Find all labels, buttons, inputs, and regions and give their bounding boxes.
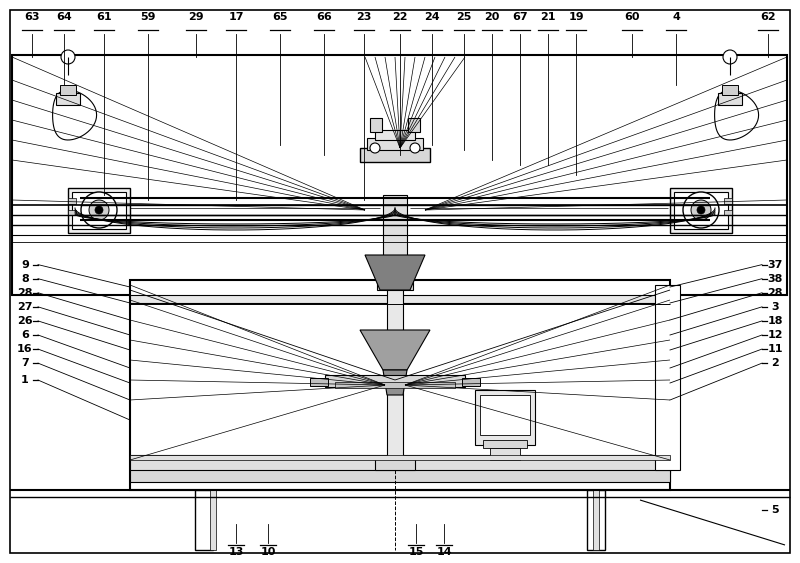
Text: 9: 9 <box>21 260 29 270</box>
Text: 63: 63 <box>24 12 40 22</box>
Bar <box>724 198 732 204</box>
Bar <box>130 455 670 460</box>
Bar <box>674 192 728 229</box>
Bar <box>383 195 407 285</box>
Bar <box>12 55 787 295</box>
Circle shape <box>95 206 103 214</box>
Text: 64: 64 <box>56 12 72 22</box>
Text: 13: 13 <box>228 547 244 557</box>
Polygon shape <box>360 330 430 370</box>
Circle shape <box>410 143 420 153</box>
Bar <box>475 390 535 445</box>
Text: 25: 25 <box>456 12 472 22</box>
Text: 1: 1 <box>21 375 29 385</box>
Text: 16: 16 <box>17 344 33 354</box>
Bar <box>68 188 130 233</box>
Text: 21: 21 <box>540 12 556 22</box>
Bar <box>483 440 527 448</box>
Text: 3: 3 <box>771 302 779 312</box>
Bar <box>722 85 738 95</box>
Bar <box>335 382 455 388</box>
Text: 18: 18 <box>767 316 782 326</box>
Text: 38: 38 <box>767 274 782 284</box>
Text: 23: 23 <box>356 12 372 22</box>
Text: 67: 67 <box>512 12 528 22</box>
Bar <box>587 490 605 550</box>
Bar <box>670 188 732 233</box>
Bar <box>60 85 76 95</box>
Polygon shape <box>714 90 758 140</box>
Bar <box>408 118 420 132</box>
Circle shape <box>697 206 705 214</box>
Circle shape <box>691 200 711 220</box>
Bar <box>195 490 213 550</box>
Bar <box>210 490 216 550</box>
Text: 14: 14 <box>436 547 452 557</box>
Bar <box>462 378 480 386</box>
Bar <box>367 138 423 150</box>
Circle shape <box>370 143 380 153</box>
Polygon shape <box>53 90 97 140</box>
Bar <box>377 270 413 290</box>
Text: 28: 28 <box>18 288 33 298</box>
Bar <box>593 490 599 550</box>
Bar <box>130 280 670 490</box>
Circle shape <box>89 200 109 220</box>
Text: 4: 4 <box>672 12 680 22</box>
Text: 62: 62 <box>760 12 776 22</box>
Bar <box>375 456 415 470</box>
Bar <box>56 93 80 105</box>
Text: 29: 29 <box>188 12 204 22</box>
Text: 20: 20 <box>484 12 500 22</box>
Circle shape <box>683 192 719 228</box>
Text: 26: 26 <box>17 316 33 326</box>
Bar <box>130 295 670 303</box>
Text: 11: 11 <box>767 344 782 354</box>
Text: 22: 22 <box>392 12 408 22</box>
Text: 66: 66 <box>316 12 332 22</box>
Bar <box>130 470 670 482</box>
Text: 12: 12 <box>767 330 782 340</box>
Bar <box>375 130 415 140</box>
Bar <box>310 378 328 386</box>
Bar <box>724 210 732 215</box>
Text: 27: 27 <box>18 302 33 312</box>
Bar <box>130 455 670 473</box>
Bar <box>718 93 742 105</box>
Text: 60: 60 <box>624 12 640 22</box>
Bar <box>370 118 382 132</box>
Bar <box>68 210 76 215</box>
Bar <box>387 290 403 460</box>
Bar <box>68 198 76 204</box>
Bar <box>72 192 126 229</box>
Circle shape <box>723 50 737 64</box>
Text: 59: 59 <box>140 12 156 22</box>
Bar <box>360 148 430 162</box>
Text: 15: 15 <box>408 547 424 557</box>
Bar <box>490 448 520 460</box>
Text: 17: 17 <box>228 12 244 22</box>
Text: 37: 37 <box>767 260 782 270</box>
Text: 28: 28 <box>767 288 782 298</box>
Circle shape <box>81 192 117 228</box>
Text: 8: 8 <box>21 274 29 284</box>
Bar <box>480 395 530 435</box>
Text: 61: 61 <box>96 12 112 22</box>
Text: 19: 19 <box>568 12 584 22</box>
Text: 7: 7 <box>21 358 29 368</box>
Text: 2: 2 <box>771 358 779 368</box>
Text: 10: 10 <box>260 547 276 557</box>
Bar <box>325 375 465 387</box>
Text: 24: 24 <box>424 12 440 22</box>
Polygon shape <box>383 370 407 395</box>
Text: 65: 65 <box>272 12 288 22</box>
Text: 5: 5 <box>771 504 779 515</box>
Text: 6: 6 <box>21 330 29 340</box>
Polygon shape <box>365 255 425 290</box>
Bar <box>655 285 680 470</box>
Circle shape <box>61 50 75 64</box>
